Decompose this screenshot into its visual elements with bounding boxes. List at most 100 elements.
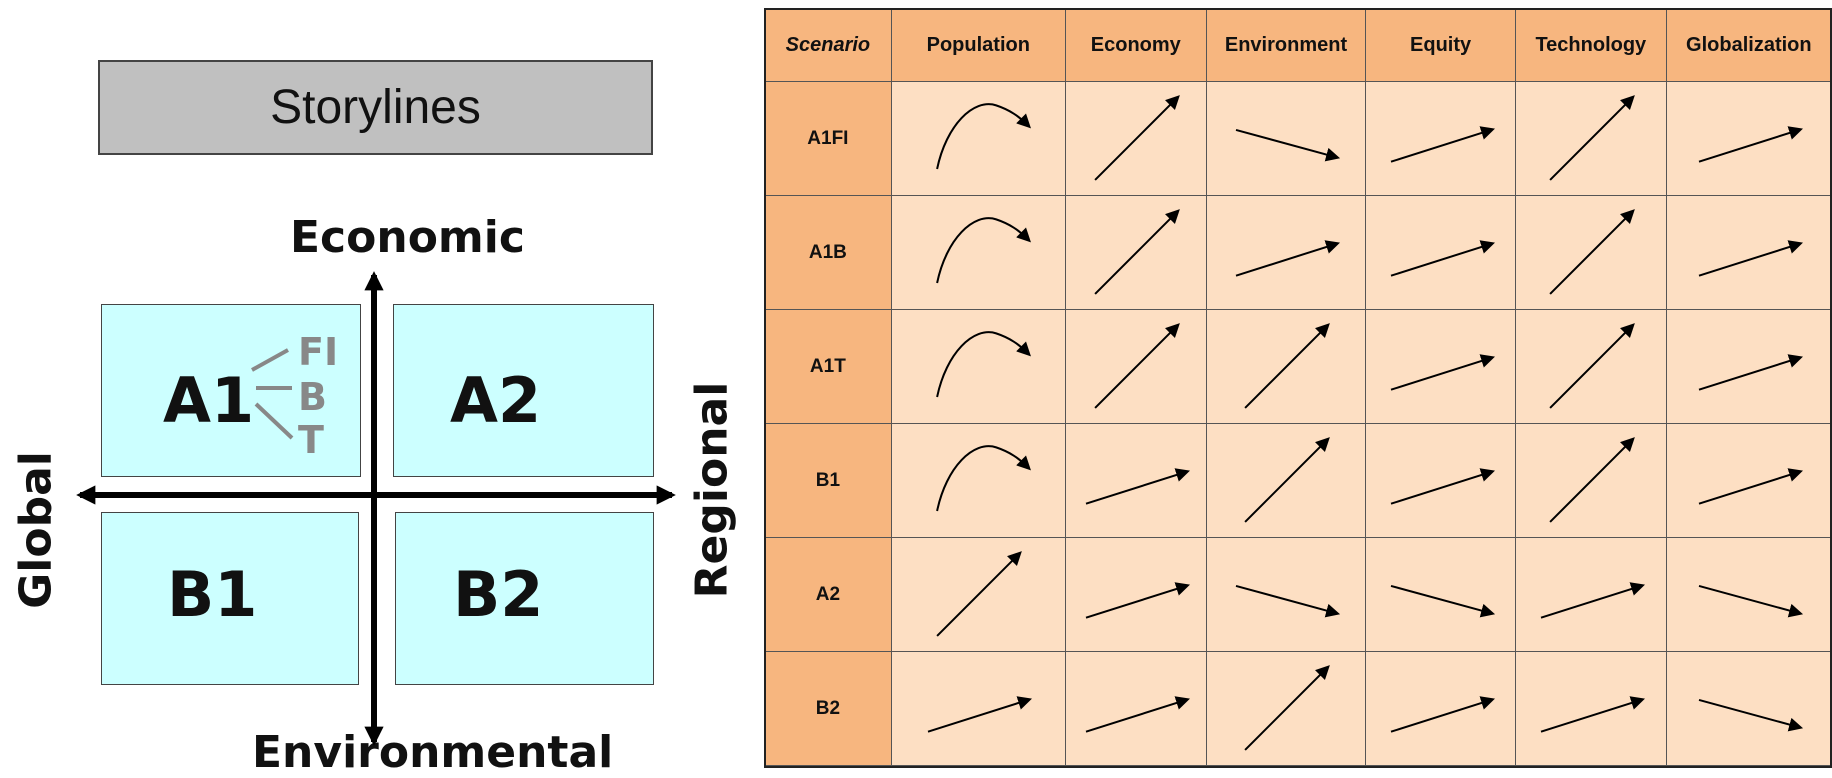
table-row: A1B [764, 195, 1832, 310]
trend-arrow-up [1698, 239, 1803, 277]
trend-arrow-rise-fall [936, 216, 1032, 283]
axis-label-economic: Economic [290, 212, 525, 263]
trend-cell-population [890, 309, 1066, 424]
trend-cell-economy [1064, 195, 1207, 310]
header-scenario: Scenario [764, 8, 892, 82]
trend-arrow-up [1085, 695, 1190, 733]
header-population: Population [890, 8, 1066, 82]
trend-arrow-up [1540, 581, 1645, 619]
table-row: A1T [764, 309, 1832, 424]
trend-arrow-steep-up [1094, 94, 1180, 181]
trend-cell-population [890, 651, 1066, 766]
trend-cell-technology [1514, 309, 1667, 424]
storylines-axes [76, 271, 676, 746]
trend-arrow-up [1698, 353, 1803, 391]
trend-cell-equity [1365, 423, 1516, 538]
table-row: A2 [764, 537, 1832, 652]
trend-arrow-rise-fall [936, 102, 1032, 169]
scenario-table: Scenario Population Economy Environment … [764, 8, 1832, 766]
table-row: A1FI [764, 81, 1832, 196]
header-technology: Technology [1514, 8, 1667, 82]
trend-arrow-steep-up [1244, 664, 1330, 751]
quadrant-top-right [393, 304, 654, 477]
trend-arrow-steep-up [1549, 208, 1635, 295]
header-environment: Environment [1205, 8, 1367, 82]
trend-cell-population [890, 81, 1066, 196]
trend-cell-environment [1205, 81, 1367, 196]
trend-arrow-steep-up [1094, 322, 1180, 409]
trend-cell-technology [1514, 423, 1667, 538]
quadrant-bottom-right [395, 512, 654, 685]
trend-cell-economy [1064, 309, 1207, 424]
trend-arrow-up [1698, 125, 1803, 163]
trend-cell-environment [1205, 309, 1367, 424]
trend-arrow-up [1540, 695, 1645, 733]
trend-cell-population [890, 537, 1066, 652]
axis-label-environmental: Environmental [252, 727, 614, 778]
table-row: B1 [764, 423, 1832, 538]
a1-branch-t [254, 402, 294, 440]
trend-cell-globalization [1665, 651, 1832, 766]
trend-arrow-steep-up [1244, 322, 1330, 409]
header-equity: Equity [1365, 8, 1516, 82]
trend-arrow-up [1390, 467, 1495, 505]
trend-arrow-steep-up [1549, 322, 1635, 409]
trend-arrow-up [1085, 581, 1190, 619]
trend-arrow-down [1698, 698, 1803, 731]
scenario-table-container: Scenario Population Economy Environment … [764, 8, 1832, 768]
a1-variant-b: B [298, 375, 327, 419]
scenario-cell: A1B [764, 195, 892, 310]
scenario-cell: B2 [764, 651, 892, 766]
trend-cell-equity [1365, 195, 1516, 310]
trend-cell-population [890, 423, 1066, 538]
trend-arrow-up [1698, 467, 1803, 505]
header-economy: Economy [1064, 8, 1207, 82]
trend-cell-technology [1514, 81, 1667, 196]
trend-cell-economy [1064, 423, 1207, 538]
trend-cell-globalization [1665, 195, 1832, 310]
trend-arrow-up [1235, 239, 1341, 277]
trend-cell-globalization [1665, 309, 1832, 424]
trend-arrow-steep-up [936, 550, 1023, 637]
quadrant-bottom-left [101, 512, 359, 685]
quadrant-label-a2: A2 [450, 364, 542, 437]
trend-cell-technology [1514, 537, 1667, 652]
trend-cell-economy [1064, 81, 1207, 196]
trend-arrow-down [1390, 584, 1495, 617]
trend-cell-equity [1365, 81, 1516, 196]
trend-cell-technology [1514, 651, 1667, 766]
trend-arrow-up [1390, 125, 1495, 163]
table-header-row: Scenario Population Economy Environment … [764, 8, 1832, 82]
a1-variant-t: T [298, 418, 324, 462]
trend-cell-equity [1365, 651, 1516, 766]
quadrant-label-b1: B1 [167, 558, 258, 631]
trend-arrow-down [1235, 128, 1341, 161]
table-row: B2 [764, 651, 1832, 766]
trend-arrow-steep-up [1094, 208, 1180, 295]
trend-arrow-up [1085, 467, 1190, 505]
trend-cell-population [890, 195, 1066, 310]
trend-cell-environment [1205, 651, 1367, 766]
quadrant-label-b2: B2 [453, 558, 544, 631]
trend-cell-equity [1365, 537, 1516, 652]
quadrant-top-left [101, 304, 361, 477]
scenario-cell: A1T [764, 309, 892, 424]
scenario-cell: B1 [764, 423, 892, 538]
scenario-cell: A2 [764, 537, 892, 652]
scenario-cell: A1FI [764, 81, 892, 196]
storylines-title: Storylines [98, 60, 653, 155]
trend-arrow-rise-fall [936, 330, 1032, 397]
trend-arrow-up [1390, 353, 1495, 391]
trend-arrow-up [927, 695, 1033, 733]
trend-cell-globalization [1665, 423, 1832, 538]
trend-cell-economy [1064, 537, 1207, 652]
trend-cell-globalization [1665, 81, 1832, 196]
trend-arrow-up [1390, 695, 1495, 733]
trend-cell-environment [1205, 537, 1367, 652]
trend-arrow-down [1698, 584, 1803, 617]
trend-cell-environment [1205, 195, 1367, 310]
trend-cell-technology [1514, 195, 1667, 310]
trend-arrow-rise-fall [936, 444, 1032, 511]
trend-cell-economy [1064, 651, 1207, 766]
trend-cell-globalization [1665, 537, 1832, 652]
